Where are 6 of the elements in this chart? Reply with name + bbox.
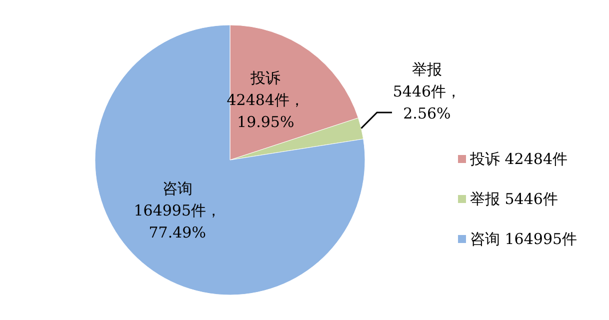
legend-label: 举报 5446件 (470, 190, 558, 208)
data-label: 举报 5446件， 2.56% (392, 60, 462, 123)
legend-label: 投诉 42484件 (469, 150, 568, 168)
data-label: 咨询 164995件， 77.49% (134, 180, 222, 242)
legend-label: 咨询 164995件 (470, 230, 578, 248)
data-label: 投诉 42484件， 19.95% (226, 68, 304, 131)
